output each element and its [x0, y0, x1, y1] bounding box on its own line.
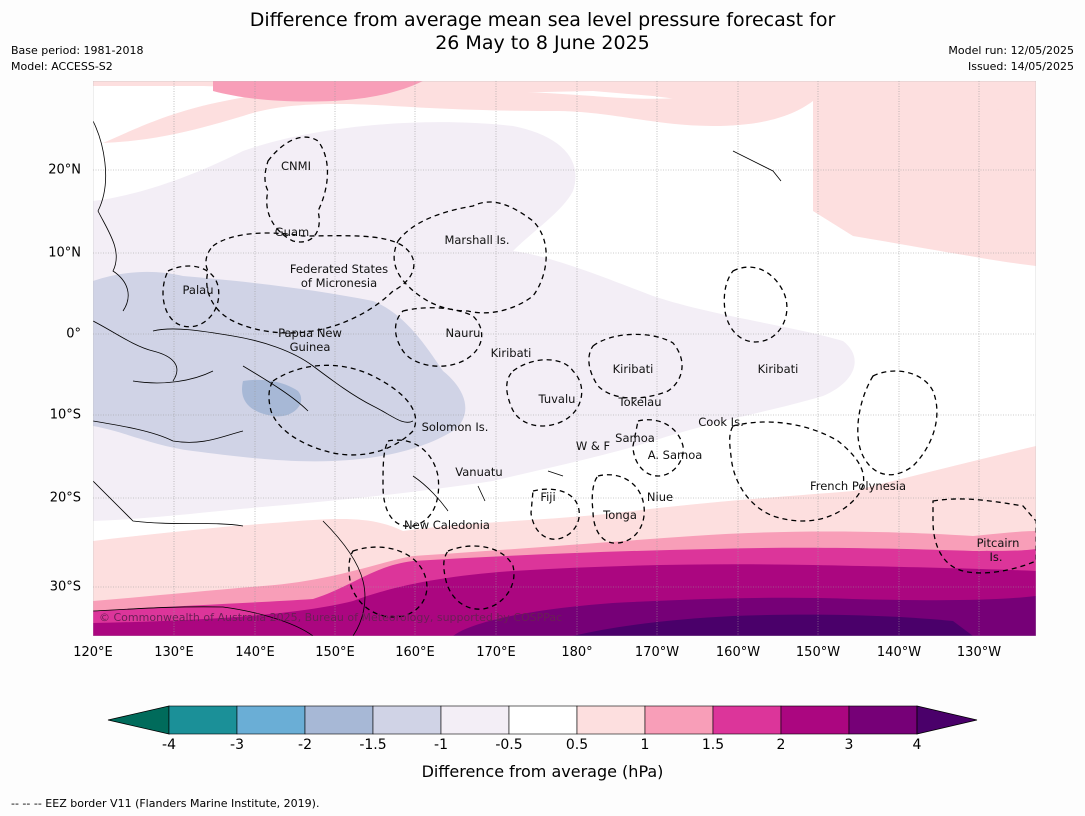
- place-label-kiribati-east: Kiribati: [758, 362, 799, 376]
- base-period: Base period: 1981-2018: [11, 44, 144, 57]
- x-tick-label: 130°E: [154, 645, 194, 660]
- pressure-anomaly-map: CNMI Guam Marshall Is. Federated States …: [93, 81, 1036, 636]
- x-tick-label: 130°W: [956, 645, 1002, 660]
- colorbar-tick: 1.5: [701, 737, 725, 753]
- place-label-new-caledonia: New Caledonia: [404, 518, 490, 532]
- eez-borders: [162, 136, 1036, 618]
- place-label-guam: Guam: [275, 225, 309, 239]
- colorbar-tick: 1: [640, 737, 650, 753]
- place-label-marshall: Marshall Is.: [444, 233, 509, 247]
- anomaly-band-top-mid: [213, 81, 423, 102]
- model-name: Model: ACCESS-S2: [11, 60, 113, 73]
- colorbar-tick: -4: [162, 737, 176, 753]
- colorbar-tick: 0.5: [565, 737, 589, 753]
- map-title-line1: Difference from average mean sea level p…: [249, 9, 836, 31]
- colorbar-segment: [848, 705, 918, 735]
- place-label-american-samoa: A. Samoa: [648, 448, 703, 462]
- colorbar-segment: [644, 705, 714, 735]
- colorbar: [107, 705, 978, 735]
- x-tick-label: 170°E: [476, 645, 516, 660]
- colorbar-label: Difference from average (hPa): [421, 762, 664, 781]
- place-label-kiribati-central: Kiribati: [613, 362, 654, 376]
- y-tick-label: 20°S: [49, 490, 81, 506]
- colorbar-segment: [304, 705, 374, 735]
- place-label-kiribati-west: Kiribati: [491, 346, 532, 360]
- colorbar-tick: 4: [912, 737, 922, 753]
- model-run: Model run: 12/05/2025: [948, 44, 1074, 57]
- colorbar-tick: -2: [298, 737, 312, 753]
- x-tick-label: 150°W: [795, 645, 841, 660]
- colorbar-tick: 3: [844, 737, 854, 753]
- colorbar-segment: [712, 705, 782, 735]
- x-tick-label: 180°: [561, 645, 593, 660]
- y-tick-label: 30°S: [49, 579, 81, 595]
- y-tick-label: 0°: [66, 326, 81, 342]
- place-label-tonga: Tonga: [602, 508, 637, 522]
- place-label-cnmi: CNMI: [281, 159, 311, 173]
- x-tick-label: 160°W: [715, 645, 761, 660]
- colorbar-segment: [168, 705, 238, 735]
- place-label-tokelau: Tokelau: [618, 395, 662, 409]
- place-label-png-2: Guinea: [290, 340, 331, 354]
- coastlines: [93, 120, 782, 636]
- map-title-line2: 26 May to 8 June 2025: [435, 32, 650, 54]
- place-labels: CNMI Guam Marshall Is. Federated States …: [183, 159, 1020, 564]
- place-label-pitcairn-2: Is.: [989, 550, 1002, 564]
- y-tick-label: 10°N: [48, 245, 81, 261]
- colorbar-segment: [440, 705, 510, 735]
- anomaly-band-blue-lavender: [93, 271, 466, 462]
- x-tick-label: 170°W: [634, 645, 680, 660]
- place-label-fiji: Fiji: [540, 490, 555, 504]
- colorbar-segment: [372, 705, 442, 735]
- place-label-pitcairn-1: Pitcairn: [977, 536, 1020, 550]
- colorbar-segment: [576, 705, 646, 735]
- place-label-palau: Palau: [183, 283, 214, 297]
- place-label-wf: W & F: [576, 439, 610, 453]
- place-label-samoa: Samoa: [615, 431, 655, 445]
- colorbar-segment: [236, 705, 306, 735]
- place-label-tuvalu: Tuvalu: [538, 392, 576, 406]
- colorbar-tick: 2: [776, 737, 786, 753]
- issued-date: Issued: 14/05/2025: [967, 60, 1074, 73]
- place-label-solomon: Solomon Is.: [422, 420, 489, 434]
- colorbar-extend-min: [107, 705, 170, 735]
- graticule: [93, 81, 1036, 636]
- place-label-fsm-1: Federated States: [290, 262, 388, 276]
- colorbar-extend-max: [916, 705, 978, 735]
- x-tick-label: 140°W: [876, 645, 922, 660]
- colorbar-segment: [780, 705, 850, 735]
- place-label-niue: Niue: [647, 490, 673, 504]
- colorbar-tick: -1: [434, 737, 448, 753]
- x-tick-label: 140°E: [235, 645, 275, 660]
- x-tick-label: 160°E: [395, 645, 435, 660]
- x-tick-label: 150°E: [315, 645, 355, 660]
- colorbar-segment: [508, 705, 578, 735]
- colorbar-tick: -3: [230, 737, 244, 753]
- colorbar-tick: -1.5: [359, 737, 387, 753]
- place-label-cook: Cook Is.: [698, 415, 743, 429]
- place-label-png-1: Papua New: [278, 326, 342, 340]
- copyright-note: © Commonwealth of Australia 2025, Bureau…: [99, 611, 562, 624]
- place-label-fsm-2: of Micronesia: [301, 276, 377, 290]
- y-tick-label: 20°N: [48, 162, 81, 178]
- place-label-french-polynesia: French Polynesia: [810, 479, 906, 493]
- y-tick-label: 10°S: [49, 407, 81, 423]
- anomaly-band-steel: [242, 379, 302, 417]
- place-label-vanuatu: Vanuatu: [455, 465, 502, 479]
- anomaly-band-top-light2: [93, 81, 1036, 126]
- eez-footnote: -- -- -- EEZ border V11 (Flanders Marine…: [11, 797, 320, 810]
- anomaly-band-bottom-darkest: [573, 614, 973, 636]
- x-tick-label: 120°E: [73, 645, 113, 660]
- place-label-nauru: Nauru: [446, 326, 481, 340]
- colorbar-tick: -0.5: [495, 737, 523, 753]
